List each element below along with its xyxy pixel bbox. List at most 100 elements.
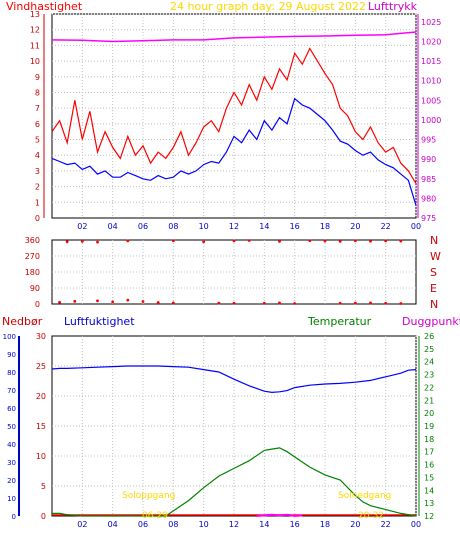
- direction-point: [308, 239, 312, 243]
- wind-tick-label: 3: [35, 167, 40, 176]
- x-tick-label: 00: [411, 222, 421, 231]
- precip-tick-label: 30: [7, 459, 16, 467]
- x-tick-label: 22: [381, 520, 391, 529]
- direction-point: [369, 301, 372, 305]
- humidity-tick-label: 20: [36, 392, 46, 401]
- pressure-tick-label: 995: [421, 136, 436, 145]
- x-tick-label: 12: [229, 222, 239, 231]
- x-tick-label: 18: [320, 222, 330, 231]
- precip-tick-label: 90: [7, 351, 16, 359]
- precip-tick-label: 60: [7, 405, 16, 413]
- humidity-tick-label: 25: [36, 362, 46, 371]
- pressure-tick-label: 975: [421, 214, 436, 223]
- wind-tick-label: 11: [30, 41, 40, 50]
- direction-point: [171, 301, 175, 305]
- precip-tick-label: 20: [7, 477, 16, 485]
- precip-tick-label: 100: [3, 333, 16, 341]
- pressure-tick-label: 1010: [421, 77, 441, 86]
- direction-point: [293, 302, 297, 305]
- wind-tick-label: 13: [30, 10, 40, 19]
- wind-tick-label: 1: [35, 198, 40, 207]
- sunset-label: Solnedgang: [338, 491, 391, 501]
- precip-tick-label: 50: [7, 423, 16, 431]
- pressure-tick-label: 1005: [421, 96, 441, 105]
- wind-tick-label: 9: [35, 73, 40, 82]
- direction-point: [384, 239, 388, 243]
- temp-tick-label: 20: [424, 409, 434, 418]
- temp-tick-label: 16: [424, 461, 434, 470]
- x-tick-label: 14: [259, 520, 269, 529]
- wind-speed-label: Vindhastighet: [6, 0, 83, 13]
- dewpoint-line: [256, 513, 303, 518]
- x-tick-label: 02: [77, 222, 87, 231]
- wind-tick-label: 6: [35, 120, 40, 129]
- direction-point: [323, 239, 327, 243]
- compass-label: E: [430, 282, 437, 295]
- direction-point: [232, 239, 236, 243]
- pressure-tick-label: 1015: [421, 57, 441, 66]
- x-tick-label: 00: [411, 520, 421, 529]
- x-tick-label: 10: [199, 222, 209, 231]
- sunrise-label: Soloppgang: [122, 491, 175, 501]
- wind-tick-label: 10: [30, 57, 40, 66]
- x-tick-label: 16: [290, 520, 300, 529]
- temperature-label: Temperatur: [307, 315, 372, 328]
- temp-tick-label: 24: [424, 358, 434, 367]
- direction-point: [353, 301, 357, 305]
- direction-point: [353, 239, 357, 243]
- precip-tick-label: 80: [7, 369, 16, 377]
- wind-tick-label: 0: [35, 214, 40, 223]
- compass-label: N: [430, 298, 438, 311]
- direction-point: [278, 240, 281, 243]
- direction-point: [73, 299, 77, 303]
- temp-tick-label: 22: [424, 383, 434, 392]
- pressure-label: Lufttrykk: [368, 0, 418, 13]
- wind-tick-label: 7: [35, 104, 40, 113]
- direction-point: [338, 301, 342, 305]
- humidity-tick-label: 10: [36, 452, 46, 461]
- direction-tick-label: 180: [25, 268, 40, 277]
- x-tick-label: 20: [350, 222, 360, 231]
- wind-tick-label: 8: [35, 88, 40, 97]
- precip-tick-label: 0: [12, 513, 16, 521]
- temp-tick-label: 23: [424, 371, 434, 380]
- temp-tick-label: 26: [424, 332, 434, 341]
- direction-point: [232, 301, 236, 305]
- wind-average-line: [51, 97, 417, 206]
- wind-tick-label: 2: [35, 183, 40, 192]
- humidity-tick-label: 5: [41, 482, 46, 491]
- direction-point: [247, 239, 251, 242]
- direction-point: [262, 301, 266, 305]
- pressure-tick-label: 1020: [421, 37, 441, 46]
- pressure-tick-label: 1025: [421, 18, 441, 27]
- humidity-tick-label: 0: [41, 512, 46, 521]
- pressure-tick-label: 990: [421, 155, 436, 164]
- x-tick-label: 12: [229, 520, 239, 529]
- direction-point: [278, 301, 281, 305]
- direction-point: [111, 300, 115, 304]
- pressure-tick-label: 980: [421, 194, 436, 203]
- pressure-tick-label: 1000: [421, 116, 441, 125]
- x-tick-label: 06: [138, 520, 148, 529]
- wind-gust-line: [51, 47, 417, 184]
- direction-point: [80, 240, 84, 243]
- dewpoint-label: Duggpunkt: [402, 315, 460, 328]
- direction-point: [126, 298, 130, 302]
- wind-tick-label: 5: [35, 136, 40, 145]
- direction-point: [399, 239, 403, 243]
- pressure-line: [51, 31, 417, 43]
- humidity-tick-label: 15: [36, 422, 46, 431]
- x-tick-label: 10: [199, 520, 209, 529]
- direction-tick-label: 0: [35, 300, 40, 309]
- direction-point: [399, 302, 403, 305]
- precip-tick-label: 70: [7, 387, 16, 395]
- sunset-time: 20:32: [358, 511, 384, 521]
- direction-point: [156, 301, 160, 304]
- temp-tick-label: 18: [424, 435, 434, 444]
- direction-point: [96, 299, 99, 303]
- direction-point: [96, 240, 99, 244]
- x-tick-label: 08: [168, 520, 178, 529]
- direction-point: [171, 239, 175, 243]
